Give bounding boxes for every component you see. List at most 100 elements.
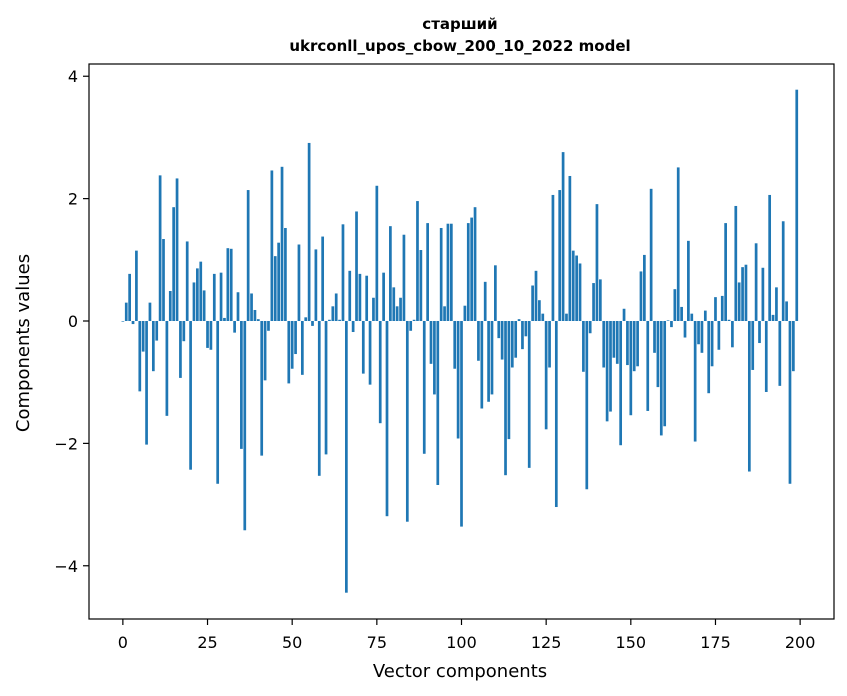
bar [443,306,446,322]
y-tick-label: 0 [68,312,78,331]
x-tick-label: 200 [785,633,816,652]
chart-title: старший [422,15,497,33]
bar [541,313,545,321]
bar [307,142,311,322]
bar [189,321,192,470]
bar [240,321,243,449]
y-axis-ticks: 4 2 0 −2 −4 [54,67,89,576]
bar [311,321,314,326]
bar [348,270,352,321]
bar [578,263,582,321]
bar [351,321,355,333]
bar [673,289,677,321]
bar [470,217,474,321]
bar [744,264,748,322]
bar [382,272,385,321]
bar [280,166,284,321]
bar [341,224,345,321]
bar [558,190,562,321]
x-axis-ticks: 0 25 50 75 100 125 150 175 200 [118,619,816,652]
y-tick-label: −4 [54,557,78,576]
bar [300,321,304,375]
x-tick-label: 25 [197,633,217,652]
bar [565,313,568,321]
bar [670,321,673,328]
bar [551,194,555,321]
bar [284,227,287,321]
x-tick-label: 75 [367,633,387,652]
bar [646,321,650,411]
bar [328,319,331,321]
bar [192,282,196,321]
bar [514,321,518,358]
bar [751,321,755,370]
bar [727,319,731,321]
bar [453,321,457,369]
bar [219,272,223,321]
bar [151,321,155,372]
bar [795,89,799,321]
bar [775,287,778,321]
bar [246,190,250,321]
bar [317,321,321,476]
bar [785,301,788,321]
x-tick-label: 150 [616,633,647,652]
bar [212,273,216,321]
bar [141,321,145,352]
bar [175,178,179,321]
y-axis-label: Components values [13,254,34,432]
bar [229,248,233,322]
bar [456,321,460,439]
bar [643,254,646,322]
bar [480,321,484,409]
bar [524,321,528,337]
bar [463,305,467,321]
bar [138,321,142,392]
bar [663,321,667,427]
x-tick-label: 175 [700,633,731,652]
bar [615,321,619,364]
bar [243,321,247,531]
bar [297,244,301,321]
bar [690,313,694,321]
bar [128,273,131,321]
bar [385,321,389,517]
bar [314,249,318,321]
bar [466,223,470,322]
bar [199,261,203,322]
bar [389,226,392,322]
bar [294,321,297,355]
bar [216,321,220,484]
bar [206,321,209,348]
bar [256,319,260,322]
bar [771,314,775,321]
bar [155,321,159,341]
bar [121,321,125,322]
bar [392,287,396,321]
bar [561,152,565,321]
bar [409,321,413,331]
bar [761,267,765,322]
bar [656,321,660,388]
bar [277,242,280,321]
y-tick-label: 4 [68,67,78,86]
bar [460,321,463,527]
bar [598,279,602,321]
bar [517,319,521,322]
bar [497,321,501,339]
bar [483,281,487,321]
bar [609,321,612,412]
bar [717,321,721,350]
bar [422,321,426,454]
bar [429,321,433,364]
bar [527,321,531,468]
bar [395,306,399,322]
bar [504,321,507,476]
bars-group [121,89,799,593]
bar [538,300,541,321]
bar [399,297,402,321]
bar [473,207,477,321]
bar [768,194,772,321]
x-tick-label: 0 [118,633,128,652]
